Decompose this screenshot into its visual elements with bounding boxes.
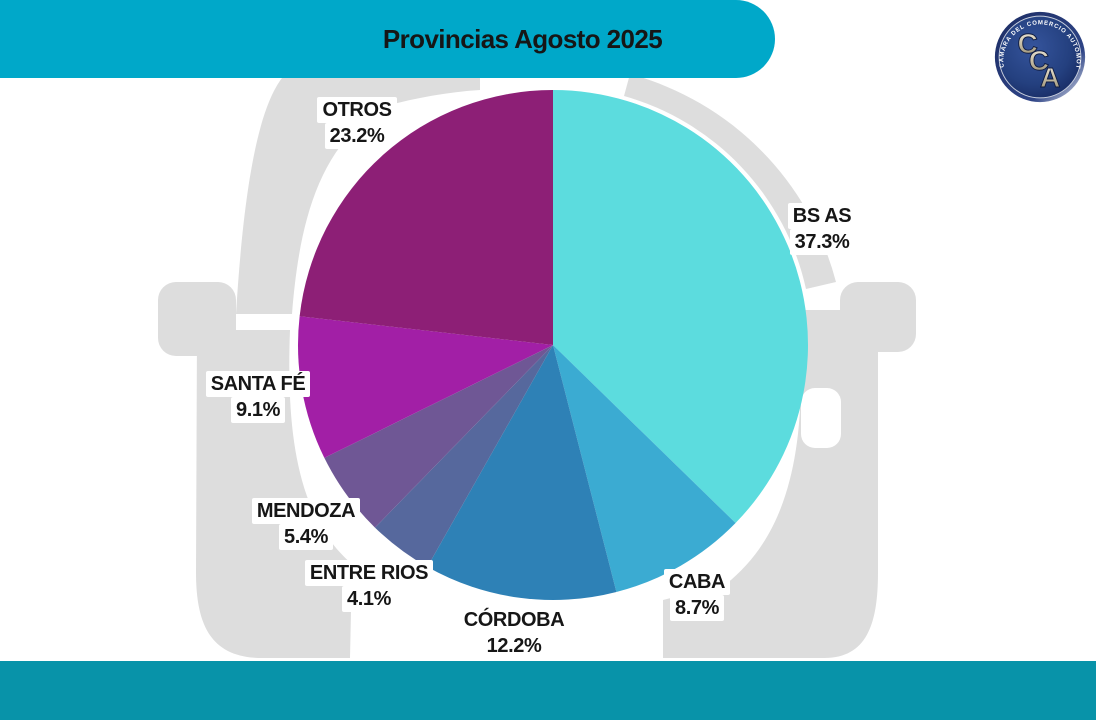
pie-slice-mendoza xyxy=(324,345,553,528)
pie-label-santafe: SANTA FÉ 9.1% xyxy=(193,371,323,423)
monogram-letter: C xyxy=(1017,27,1037,59)
pie-label-otros: OTROS 23.2% xyxy=(297,97,417,149)
pie-slice-caba xyxy=(553,345,736,592)
door-handle-cutout xyxy=(801,388,841,448)
monogram-letter: C xyxy=(1029,44,1049,76)
pie-label-cordoba: CÓRDOBA 12.2% xyxy=(449,607,579,659)
pie-slice-santafe xyxy=(298,316,553,458)
slice-name: CABA xyxy=(663,569,731,595)
slice-pct: 23.2% xyxy=(324,123,390,149)
pie-label-entrerios: ENTRE RIOS 4.1% xyxy=(299,560,439,612)
slice-pct: 9.1% xyxy=(231,397,285,423)
header-banner: Provincias Agosto 2025 xyxy=(0,0,775,78)
pie-label-mendoza: MENDOZA 5.4% xyxy=(241,498,371,550)
pie-label-caba: CABA 8.7% xyxy=(642,569,752,621)
slice-name: ENTRE RIOS xyxy=(304,560,434,586)
slice-pct: 8.7% xyxy=(670,595,724,621)
slice-pct: 12.2% xyxy=(481,633,547,659)
cca-logo-badge: CAMARA DEL COMERCIO AUTOMOTOR C C A xyxy=(990,6,1086,103)
pie-slice-cordoba xyxy=(427,345,617,600)
slice-pct: 5.4% xyxy=(279,524,333,550)
slice-name: MENDOZA xyxy=(251,498,361,524)
pie-slice-bsas xyxy=(553,90,808,524)
pie-label-bsas: BS AS 37.3% xyxy=(762,203,882,255)
monogram-letter: A xyxy=(1040,61,1060,93)
slice-name: CÓRDOBA xyxy=(458,607,570,633)
page-title: Provincias Agosto 2025 xyxy=(382,24,663,54)
slice-name: SANTA FÉ xyxy=(205,371,311,397)
badge-monogram: C C A xyxy=(1017,27,1061,94)
cca-logo: CAMARA DEL COMERCIO AUTOMOTOR C C A xyxy=(990,6,1087,104)
badge-face xyxy=(998,15,1082,99)
pie-slice-otros xyxy=(299,90,553,345)
slice-name: BS AS xyxy=(787,203,857,229)
pie-slice-entrerios xyxy=(374,345,553,567)
footer-bar xyxy=(0,661,1096,720)
slice-pct: 37.3% xyxy=(789,229,855,255)
slice-pct: 4.1% xyxy=(342,586,396,612)
slice-name: OTROS xyxy=(317,97,397,123)
